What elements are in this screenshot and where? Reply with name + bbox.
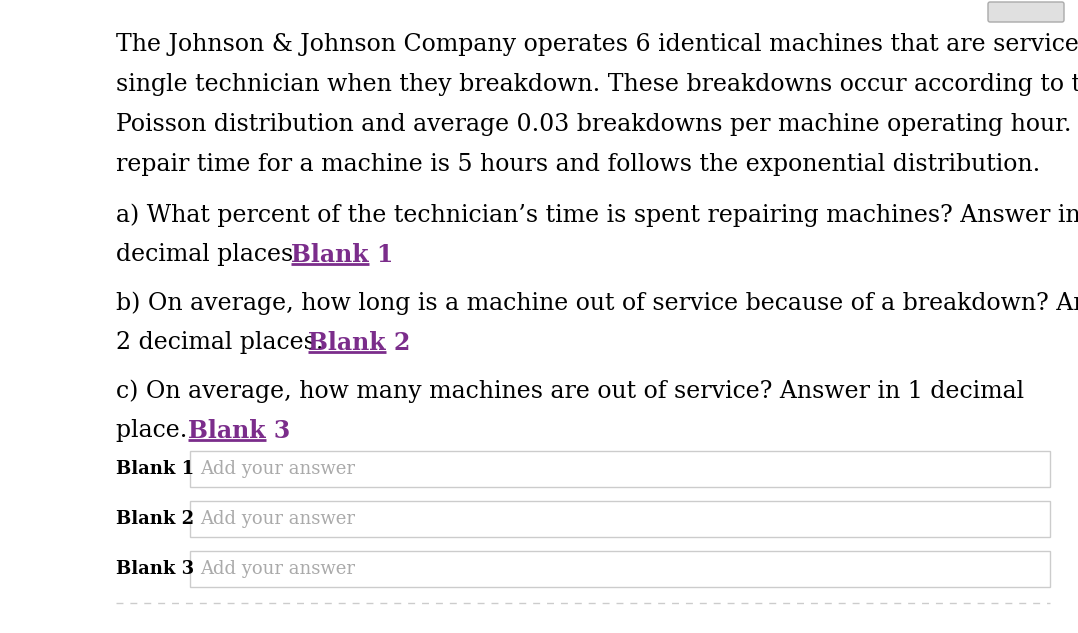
Text: decimal places.: decimal places. <box>116 243 316 266</box>
Text: 2 decimal places.: 2 decimal places. <box>116 331 338 354</box>
Text: Blank 1: Blank 1 <box>291 243 393 267</box>
Text: Blank 3: Blank 3 <box>116 560 194 578</box>
FancyBboxPatch shape <box>191 451 1050 487</box>
Text: place.: place. <box>116 419 195 442</box>
Text: Blank 2: Blank 2 <box>308 331 411 355</box>
Text: a) What percent of the technician’s time is spent repairing machines? Answer in : a) What percent of the technician’s time… <box>116 203 1078 227</box>
Text: Poisson distribution and average 0.03 breakdowns per machine operating hour. Ave: Poisson distribution and average 0.03 br… <box>116 113 1078 136</box>
Text: Blank 1: Blank 1 <box>116 460 194 478</box>
Text: single technician when they breakdown. These breakdowns occur according to the: single technician when they breakdown. T… <box>116 73 1078 96</box>
Text: b) On average, how long is a machine out of service because of a breakdown? Answ: b) On average, how long is a machine out… <box>116 291 1078 315</box>
FancyBboxPatch shape <box>191 551 1050 587</box>
Text: The Johnson & Johnson Company operates 6 identical machines that are serviced by: The Johnson & Johnson Company operates 6… <box>116 33 1078 56</box>
Text: Add your answer: Add your answer <box>201 510 356 528</box>
Text: Blank 2: Blank 2 <box>116 510 194 528</box>
Text: Add your answer: Add your answer <box>201 560 356 578</box>
FancyBboxPatch shape <box>989 2 1064 22</box>
FancyBboxPatch shape <box>191 501 1050 537</box>
Text: Blank 3: Blank 3 <box>189 419 291 443</box>
Text: repair time for a machine is 5 hours and follows the exponential distribution.: repair time for a machine is 5 hours and… <box>116 153 1040 176</box>
Text: c) On average, how many machines are out of service? Answer in 1 decimal: c) On average, how many machines are out… <box>116 379 1024 403</box>
Text: Add your answer: Add your answer <box>201 460 356 478</box>
